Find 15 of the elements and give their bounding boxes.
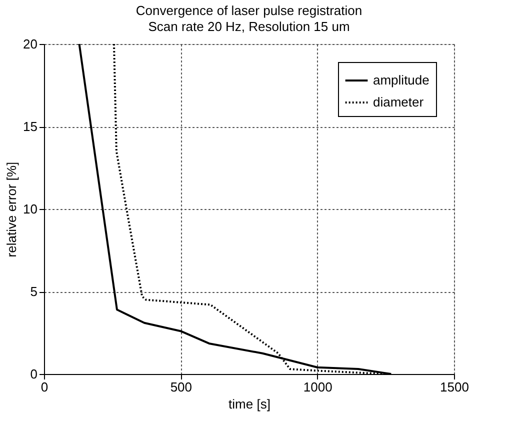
legend-label: amplitude [373, 72, 430, 88]
y-tick-label: 10 [23, 202, 38, 216]
y-axis-title: relative error [%] [4, 162, 20, 258]
y-tick-label: 20 [23, 36, 38, 52]
y-tick-label: 0 [30, 366, 38, 382]
x-axis-title: time [s] [228, 396, 270, 412]
legend-label: diameter [373, 94, 424, 110]
y-tick-label: 15 [23, 119, 38, 134]
x-tick-label: 500 [170, 380, 192, 394]
y-tick-label: 5 [30, 284, 38, 299]
chart-subtitle: Scan rate 20 Hz, Resolution 15 um [148, 19, 350, 34]
x-tick-label: 0 [40, 380, 48, 394]
x-tick-label: 1000 [303, 380, 332, 394]
x-tick-label: 1500 [440, 380, 469, 394]
chart-title: Convergence of laser pulse registration [136, 3, 362, 18]
